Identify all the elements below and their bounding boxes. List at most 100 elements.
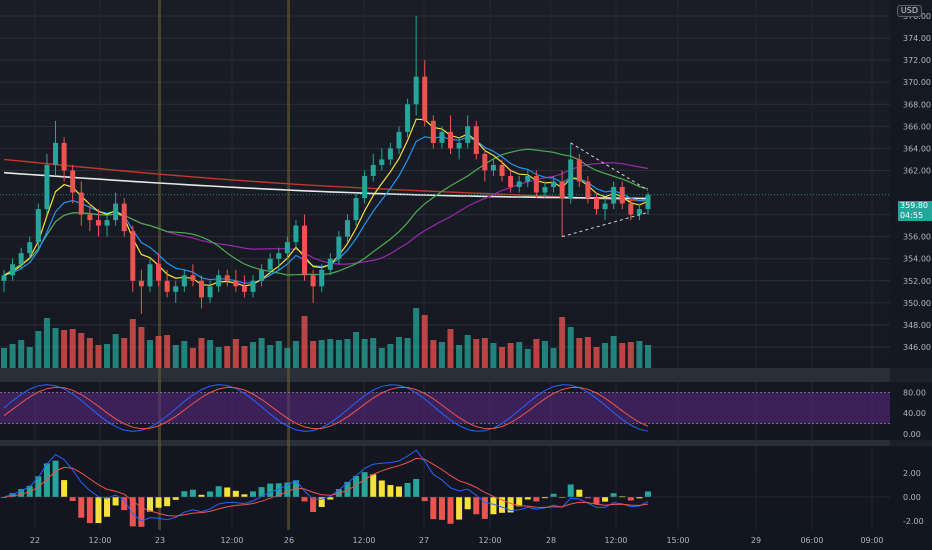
macd-hist-bar [267, 483, 274, 497]
volume-bar [481, 338, 488, 368]
candle-body [542, 187, 548, 193]
macd-hist-bar [215, 486, 222, 497]
macd-axis-label: 0.00 [903, 493, 921, 502]
candle-body [405, 104, 411, 132]
candle [156, 253, 162, 287]
stoch-axis-label: 80.00 [903, 388, 926, 397]
volume-bar [627, 342, 634, 368]
volume-bar [593, 347, 600, 368]
candle-body [78, 192, 84, 215]
candle-body [353, 198, 359, 221]
candle-body [456, 142, 462, 149]
macd-hist-bar [438, 497, 445, 520]
macd-hist-bar [421, 497, 428, 502]
volume-bar [1, 348, 7, 368]
volume-bar [35, 331, 42, 368]
volume-bar [327, 339, 334, 368]
candle [302, 214, 308, 281]
candle-body [224, 275, 230, 281]
candle [259, 264, 265, 287]
candle [593, 192, 599, 215]
macd-axis-label: 2.00 [903, 469, 921, 478]
candle [87, 203, 93, 232]
candle [70, 164, 76, 204]
candle-body [61, 142, 67, 171]
time-axis-label: 12:00 [604, 536, 627, 545]
candle-body [379, 159, 385, 165]
volume-bar [516, 342, 523, 368]
candle [181, 269, 187, 292]
moving-averages [3, 118, 649, 287]
macd-hist-bar [189, 489, 196, 497]
macd-hist-bar [292, 480, 299, 497]
volume-bar [567, 327, 574, 368]
candle [10, 258, 16, 281]
candle [645, 192, 651, 215]
macd-hist-bar [52, 460, 59, 497]
candle-body [482, 153, 488, 171]
macd-hist-bar [541, 497, 548, 499]
volume-bar [189, 348, 196, 368]
volume-bar [61, 330, 68, 368]
volume-bar [284, 348, 291, 368]
volume-bar [18, 340, 25, 368]
volume-bar [207, 340, 214, 368]
volume-bar [129, 319, 136, 368]
volume-bar [456, 345, 463, 368]
volume-bar [172, 345, 179, 368]
volume-bar [499, 347, 506, 368]
volume-bar [275, 341, 282, 368]
volume-bar [584, 337, 591, 368]
macd-hist-bar [241, 494, 248, 497]
candle-body [35, 209, 41, 243]
grid-lines [0, 0, 932, 530]
pane-separator [0, 368, 932, 382]
candle [147, 258, 153, 292]
candle [336, 231, 342, 265]
volume-bar [86, 338, 93, 368]
signal-line [3, 457, 649, 517]
macd-hist-bar [207, 491, 214, 497]
macd-line [3, 449, 649, 522]
macd-hist-bar [250, 491, 257, 497]
volume-bar [164, 335, 171, 368]
volume-bar [576, 338, 583, 368]
candle [576, 153, 582, 188]
candle-body [619, 187, 625, 204]
ma-green-line [3, 148, 649, 276]
candle [370, 153, 376, 182]
candle [293, 220, 299, 248]
candle-body [344, 220, 350, 237]
price-axis-label: 362.00 [903, 166, 931, 175]
candle [448, 115, 454, 154]
currency-badge[interactable]: USD [896, 5, 922, 17]
macd-hist-bar [104, 497, 111, 517]
volume-bar [636, 341, 643, 368]
candle [61, 137, 67, 182]
candle-body [533, 175, 539, 193]
candle-body [147, 264, 153, 287]
candle-body [173, 286, 179, 292]
macd-hist-bar [395, 486, 402, 497]
candle [559, 170, 565, 237]
candle [113, 192, 119, 226]
macd-hist-bar [86, 497, 93, 524]
macd-hist-bar [301, 497, 308, 502]
macd-hist-bar [490, 497, 497, 515]
macd-axis-label: -2.00 [903, 517, 924, 526]
candle [636, 203, 642, 221]
volume-bar [438, 342, 445, 368]
candlesticks[interactable] [0, 16, 890, 314]
candle-body [628, 203, 634, 215]
volume-bar [26, 347, 33, 368]
candle [405, 98, 411, 138]
macd-hist-bar [318, 497, 325, 507]
candle [465, 115, 471, 149]
macd-hist-bar [1, 497, 7, 498]
candle [284, 236, 290, 259]
macd-hist-bar [610, 493, 617, 497]
stoch-band [0, 392, 890, 424]
macd-hist-bar [78, 497, 85, 518]
